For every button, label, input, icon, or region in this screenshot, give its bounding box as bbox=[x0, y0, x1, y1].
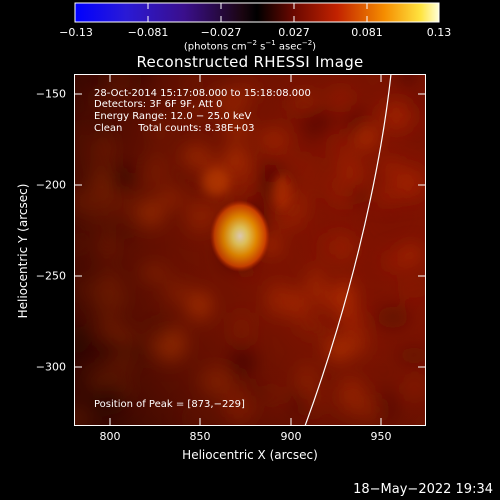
x-tick-label: 950 bbox=[370, 430, 392, 443]
colorbar-tick: 0.081 bbox=[351, 26, 383, 39]
y-tick-label: −250 bbox=[35, 269, 66, 283]
x-tick-label: 900 bbox=[280, 430, 302, 443]
y-tick-label: −300 bbox=[35, 360, 66, 374]
colorbar bbox=[74, 2, 440, 23]
colorbar-gradient bbox=[74, 2, 440, 23]
colorbar-units: (photons cm−2 s−1 asec−2) bbox=[183, 39, 317, 53]
colorbar-tick: −0.081 bbox=[127, 26, 169, 39]
colorbar-tick: −0.027 bbox=[200, 26, 242, 39]
plot-title: Reconstructed RHESSI Image bbox=[136, 53, 364, 71]
info-detectors: Detectors: 3F 6F 9F, Att 0 bbox=[94, 99, 223, 110]
x-axis-label: Heliocentric X (arcsec) bbox=[182, 448, 318, 462]
solar-limb-line bbox=[304, 74, 392, 426]
colorbar-tick: 0.027 bbox=[278, 26, 310, 39]
x-tick-label: 850 bbox=[189, 430, 211, 443]
info-clean: Clean Total counts: 8.38E+03 bbox=[94, 123, 255, 134]
info-total-counts: Total counts: 8.38E+03 bbox=[138, 123, 255, 134]
footer-timestamp: 18−May−2022 19:34 bbox=[353, 482, 493, 497]
y-axis-label: Heliocentric Y (arcsec) bbox=[16, 183, 30, 319]
info-clean-label: Clean bbox=[94, 123, 123, 134]
x-tick-label: 800 bbox=[99, 430, 121, 443]
rhessi-image bbox=[74, 74, 426, 426]
colorbar-tick: −0.13 bbox=[59, 26, 93, 39]
y-tick-label: −150 bbox=[35, 87, 66, 101]
y-tick-label: −200 bbox=[35, 178, 66, 192]
info-energy-range: Energy Range: 12.0 − 25.0 keV bbox=[94, 111, 252, 122]
colorbar-tick: 0.13 bbox=[426, 26, 452, 39]
info-peak-position: Position of Peak = [873,−229] bbox=[94, 399, 245, 410]
info-time-range: 28-Oct-2014 15:17:08.000 to 15:18:08.000 bbox=[94, 88, 311, 99]
